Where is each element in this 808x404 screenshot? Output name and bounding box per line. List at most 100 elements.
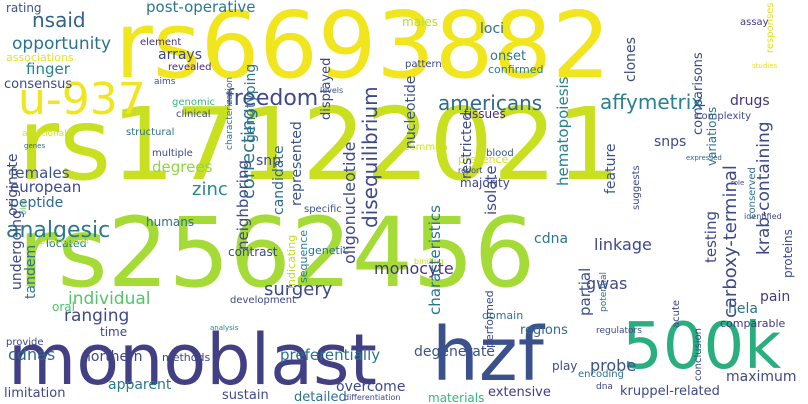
cloud-word: differentiation bbox=[344, 393, 401, 402]
cloud-word-vertical: krab-containing bbox=[754, 121, 774, 255]
cloud-word: probe bbox=[590, 356, 637, 375]
cloud-word: multiple bbox=[152, 148, 193, 159]
cloud-word: opportunity bbox=[12, 34, 112, 54]
cloud-word: complexity bbox=[696, 111, 751, 122]
cloud-word: linkage bbox=[594, 235, 652, 254]
cloud-word: tissues bbox=[464, 107, 506, 121]
cloud-word: clinical bbox=[176, 109, 211, 120]
cloud-word: individual bbox=[68, 289, 151, 309]
cloud-word-vertical: displayed bbox=[319, 57, 334, 120]
cloud-word: peptide bbox=[10, 195, 64, 211]
cloud-word: apparent bbox=[108, 377, 172, 393]
cloud-word: element bbox=[140, 37, 182, 48]
cloud-word: specific bbox=[304, 204, 342, 215]
cloud-word: preferentially bbox=[280, 346, 381, 364]
cloud-word-vertical: oligonucleotide bbox=[340, 141, 359, 265]
cloud-word: pain bbox=[760, 289, 791, 305]
cloud-word: hela bbox=[728, 301, 758, 317]
cloud-word: genomic bbox=[172, 97, 215, 108]
cloud-word: time bbox=[100, 325, 128, 339]
cloud-word: dna bbox=[596, 382, 613, 392]
cloud-word: cdna bbox=[534, 231, 569, 247]
cloud-word-vertical: restricted bbox=[459, 111, 475, 179]
cloud-word: studies bbox=[752, 62, 778, 70]
cloud-word: associations bbox=[6, 51, 74, 64]
cloud-word: assay bbox=[740, 17, 769, 28]
cloud-word: genetic bbox=[308, 244, 349, 257]
cloud-word: degenerate bbox=[414, 344, 495, 360]
cloud-word: levels bbox=[320, 86, 344, 95]
cloud-word: blood bbox=[486, 148, 514, 159]
cloud-word-vertical: undergoing bbox=[9, 210, 25, 290]
cloud-word: pattern bbox=[405, 59, 442, 70]
cloud-word: proliferation bbox=[40, 237, 89, 246]
cloud-word: european bbox=[10, 178, 82, 196]
cloud-word-vertical: indicating bbox=[285, 234, 298, 289]
cloud-word-vertical: partial bbox=[576, 267, 594, 316]
cloud-word: additional bbox=[22, 129, 67, 139]
cloud-word: located bbox=[46, 237, 87, 250]
cloud-word: majority bbox=[460, 176, 510, 190]
cloud-word: 500k bbox=[622, 310, 782, 384]
cloud-word: gwas bbox=[586, 274, 628, 293]
cloud-word-vertical: nucleotide bbox=[403, 75, 419, 149]
cloud-word: affymetrix bbox=[600, 90, 704, 114]
cloud-word: domain bbox=[482, 309, 524, 322]
cloud-word: development bbox=[230, 295, 296, 306]
cloud-word: ranging bbox=[64, 306, 130, 326]
cloud-word-vertical: characteristics bbox=[426, 205, 444, 315]
cloud-word: monoblast bbox=[8, 319, 377, 401]
cloud-word: limitation bbox=[4, 386, 66, 401]
cloud-word: rs6693882 bbox=[115, 0, 611, 99]
cloud-word-vertical: comparisons bbox=[691, 52, 706, 135]
cloud-word-vertical: sequence bbox=[297, 229, 310, 283]
cloud-word: americans bbox=[438, 91, 543, 115]
cloud-word: surgery bbox=[264, 279, 333, 300]
cloud-word: arrays bbox=[158, 47, 203, 63]
cloud-word-vertical: proteins bbox=[781, 229, 795, 278]
cloud-word: u-937 bbox=[18, 74, 146, 125]
cloud-word: snps bbox=[654, 134, 687, 150]
cloud-word-vertical: hematopoiesis bbox=[554, 76, 572, 187]
cloud-word: oral bbox=[52, 300, 75, 314]
cloud-word-vertical: variations bbox=[705, 106, 719, 166]
cloud-word: males bbox=[402, 15, 439, 29]
cloud-word: play bbox=[552, 359, 578, 373]
cloud-word-vertical: acute bbox=[671, 299, 682, 328]
cloud-word: report bbox=[458, 166, 483, 175]
cloud-word-vertical: conclusion bbox=[693, 327, 704, 381]
cloud-word: rating bbox=[6, 1, 42, 15]
cloud-word: common bbox=[404, 142, 448, 153]
cloud-word: genes bbox=[24, 142, 46, 150]
cloud-word: sustain bbox=[222, 388, 269, 403]
cloud-word-vertical: conserved bbox=[747, 167, 758, 219]
cloud-word: kruppel-related bbox=[620, 384, 720, 399]
cloud-word: loci bbox=[480, 21, 505, 37]
cloud-word: snp bbox=[256, 153, 282, 169]
cloud-word-vertical: tandem bbox=[23, 244, 39, 299]
cloud-word: contrast bbox=[228, 245, 278, 259]
cloud-word: overcome bbox=[336, 379, 406, 395]
cloud-word: regulators bbox=[596, 326, 642, 336]
cloud-word-vertical: testing bbox=[702, 210, 720, 263]
cloud-word: cdnas bbox=[8, 345, 56, 364]
cloud-word: comparable bbox=[720, 317, 786, 330]
cloud-word-vertical: blot bbox=[19, 199, 28, 215]
cloud-word: northern bbox=[82, 349, 143, 365]
cloud-word: post-operative bbox=[146, 0, 256, 16]
cloud-word-vertical: performed bbox=[483, 290, 496, 348]
cloud-word: rs2562456 bbox=[18, 197, 536, 309]
cloud-word: presence bbox=[458, 153, 509, 166]
cloud-word: methods bbox=[162, 351, 211, 364]
cloud-word: analysis bbox=[210, 324, 239, 332]
cloud-word-vertical: represented bbox=[289, 121, 305, 206]
cloud-word-vertical: feature bbox=[603, 143, 619, 194]
cloud-word: maximum bbox=[726, 369, 797, 385]
cloud-word-vertical: disequilibrium bbox=[358, 86, 382, 228]
cloud-word: onset bbox=[490, 49, 527, 64]
cloud-word-vertical: characterization bbox=[225, 76, 235, 150]
cloud-word: monocyte bbox=[374, 259, 454, 278]
cloud-word-vertical: carboxy-terminal bbox=[720, 165, 741, 318]
cloud-word: regions bbox=[520, 323, 568, 338]
cloud-word: consensus bbox=[4, 77, 73, 92]
